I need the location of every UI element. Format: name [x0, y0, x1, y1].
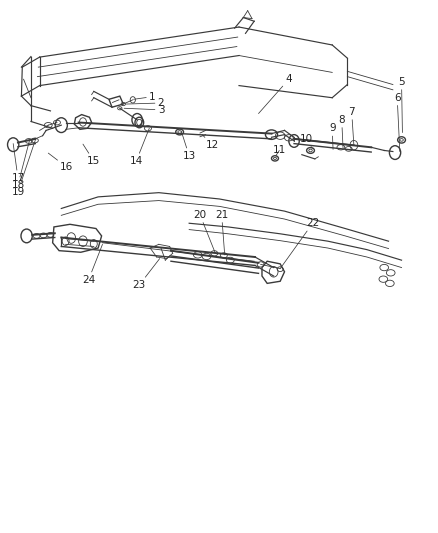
Text: 9: 9	[328, 123, 335, 149]
Text: 1: 1	[134, 92, 155, 102]
Text: 7: 7	[348, 107, 354, 145]
Text: 3: 3	[124, 105, 164, 115]
Text: 24: 24	[82, 244, 102, 285]
Text: 4: 4	[258, 74, 292, 114]
Text: 13: 13	[181, 132, 195, 161]
Text: 8: 8	[338, 115, 344, 148]
Text: 18: 18	[11, 140, 30, 190]
Text: 19: 19	[11, 139, 35, 197]
Text: 6: 6	[393, 93, 399, 151]
Text: 14: 14	[129, 128, 149, 166]
Text: 21: 21	[215, 210, 228, 255]
Text: 22: 22	[279, 218, 318, 269]
Text: 5: 5	[397, 77, 404, 133]
Text: 16: 16	[48, 153, 74, 172]
Text: 10: 10	[299, 134, 312, 148]
Text: 17: 17	[11, 143, 25, 183]
Text: 15: 15	[83, 144, 100, 166]
Text: 23: 23	[132, 259, 159, 290]
Text: 11: 11	[272, 146, 285, 156]
Text: 2: 2	[126, 98, 164, 108]
Text: 12: 12	[202, 135, 219, 150]
Text: 20: 20	[193, 210, 215, 253]
